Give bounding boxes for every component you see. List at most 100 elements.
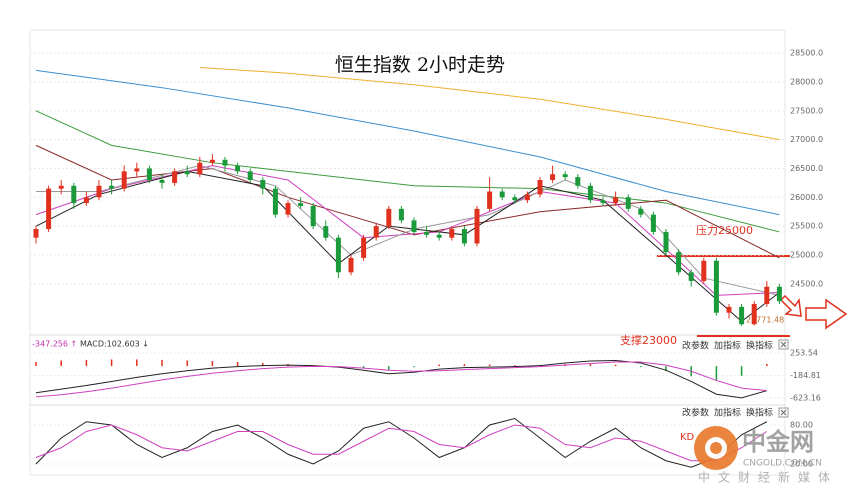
macd-bar (740, 366, 743, 376)
candle-body (688, 272, 694, 281)
button[interactable]: 换指标 (746, 407, 773, 419)
candle-body (575, 177, 581, 186)
y-tick-label: -623.16 (790, 393, 821, 402)
candle-body (197, 162, 203, 175)
macd-bar (262, 363, 264, 367)
moving-average (35, 144, 780, 259)
candle-body (726, 306, 732, 313)
candle-body (184, 171, 190, 175)
macd-bar (388, 366, 390, 370)
candle-body (209, 159, 215, 163)
candle-body (713, 260, 719, 313)
y-tick-label: 20.00 (790, 460, 813, 469)
candle-body (776, 286, 782, 302)
y-tick-label: 27000.0 (790, 135, 823, 144)
macd-bar (161, 359, 163, 367)
candle-body (33, 229, 39, 238)
moving-average (35, 110, 780, 233)
kdj-line (35, 424, 768, 462)
moving-average (35, 69, 780, 216)
candle-body (121, 171, 127, 189)
candle-body (751, 304, 757, 325)
candle-body (172, 171, 178, 183)
moving-average (199, 67, 780, 141)
candle-body (373, 226, 379, 238)
candle-body (335, 237, 341, 273)
y-tick-label: 27500.0 (790, 106, 823, 115)
candle-body (449, 229, 455, 238)
candle-body (512, 197, 518, 201)
macd-bar (715, 366, 718, 380)
y-tick-label: 25500.0 (790, 222, 823, 231)
candle-body (436, 234, 442, 238)
candle-body (625, 197, 631, 209)
candle-body (676, 252, 682, 273)
macd-bar (614, 364, 617, 367)
candle-body (562, 174, 568, 178)
candle-body (260, 180, 266, 189)
chart-title: 恒生指数 2小时走势 (335, 54, 505, 76)
candle-body (46, 188, 52, 230)
candle-body (247, 171, 253, 180)
candle-body (411, 220, 417, 232)
y-tick-label: 24500.0 (790, 279, 823, 288)
macd-bar (488, 364, 491, 367)
button[interactable]: 加指标 (714, 340, 741, 352)
macd-bar (514, 365, 516, 367)
y-tick-label: 253.54 (790, 349, 818, 358)
candle-body (701, 260, 707, 281)
watermark: 中金网 CNGOLD.COM.CN 中文财经新媒体 (694, 426, 830, 485)
macd-bar (211, 360, 214, 367)
candle-body (587, 185, 593, 201)
candle-body (499, 191, 505, 198)
macd-bar (438, 364, 440, 367)
low-label: 23771.48 (746, 316, 784, 325)
y-tick-label: 26500.0 (790, 164, 823, 173)
candle-body (474, 208, 480, 244)
close-icon[interactable] (778, 407, 789, 418)
candle-body (83, 197, 89, 204)
candle-body (487, 191, 493, 209)
macd-bar (186, 360, 188, 367)
support-label: 支撑23000 (620, 333, 677, 347)
candle-body (235, 165, 241, 172)
candle-body (323, 226, 329, 238)
macd-dif-label: -347.256 ↑ (32, 340, 77, 349)
candle-body (222, 159, 228, 166)
candle-body (146, 168, 152, 180)
close-icon[interactable] (778, 339, 789, 350)
watermark-brand: 中金网 (742, 428, 814, 456)
watermark-site: CNGOLD.COM.CN (743, 459, 822, 469)
y-tick-label: -184.81 (790, 371, 821, 380)
candle-body (109, 185, 115, 189)
button[interactable]: 加指标 (714, 407, 741, 419)
y-tick-label: 28500.0 (790, 49, 823, 58)
button[interactable]: 改参数 (682, 340, 709, 352)
macd-bar (236, 362, 239, 367)
macd-bar (640, 366, 642, 368)
frame (29, 29, 786, 476)
candle-body (524, 194, 530, 201)
arrow (805, 298, 848, 330)
candle-body (386, 208, 392, 227)
candle-body (663, 231, 669, 253)
candle-body (71, 185, 77, 204)
macd-bar (60, 360, 62, 367)
candle-body (348, 257, 354, 273)
candle-body (272, 188, 278, 215)
macd-bar (463, 364, 466, 367)
candle-body (58, 185, 64, 189)
candle-body (600, 200, 606, 204)
candle-body (461, 229, 467, 244)
macd-bar (665, 366, 667, 372)
y-tick-label: 28000.0 (790, 77, 823, 86)
candle-body (134, 168, 140, 172)
candle-body (298, 203, 304, 206)
y-tick-label: 25000.0 (790, 251, 823, 260)
button[interactable]: 改参数 (682, 407, 709, 419)
macd-bar (589, 363, 592, 367)
candle-body (361, 237, 367, 258)
button[interactable]: 换指标 (746, 340, 773, 352)
